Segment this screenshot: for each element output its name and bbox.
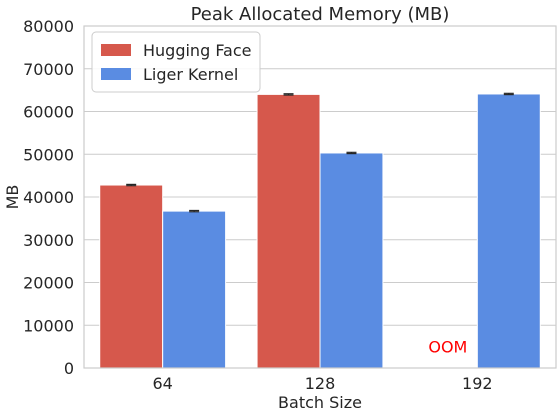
y-tick-label: 30000 xyxy=(23,231,74,250)
bars xyxy=(99,92,541,369)
chart-title: Peak Allocated Memory (MB) xyxy=(191,4,450,25)
legend-box xyxy=(91,31,261,93)
y-tick-label: 70000 xyxy=(23,60,74,79)
y-tick-label: 0 xyxy=(64,359,74,378)
bar-hugging-face-128 xyxy=(256,93,321,369)
y-axis-label: MB xyxy=(3,185,22,210)
x-tick-label: 128 xyxy=(305,374,336,393)
bar-hugging-face-64 xyxy=(99,184,164,369)
legend-label: Liger Kernel xyxy=(143,65,238,84)
oom-annotation: OOM xyxy=(428,338,467,357)
bar-liger-kernel-192 xyxy=(476,93,541,369)
bar-liger-kernel-128 xyxy=(319,152,384,369)
tick-labels: 0 10000 20000 30000 40000 50000 60000 70000 8000… xyxy=(23,17,493,393)
legend-label: Hugging Face xyxy=(143,41,252,60)
plot-frame xyxy=(83,25,557,369)
y-tick-label: 80000 xyxy=(23,17,74,36)
plot-border xyxy=(83,25,557,369)
y-tick-label: 40000 xyxy=(23,188,74,207)
y-tick-label: 10000 xyxy=(23,316,74,335)
legend-swatch xyxy=(101,44,131,56)
x-tick-label: 64 xyxy=(152,374,172,393)
x-tick-label: 192 xyxy=(462,374,493,393)
legend-swatch xyxy=(101,68,131,80)
y-tick-label: 20000 xyxy=(23,274,74,293)
x-axis-label: Batch Size xyxy=(278,393,362,412)
annotations: OOM xyxy=(428,338,467,357)
legend: Hugging Face Liger Kernel xyxy=(91,31,261,93)
y-tick-label: 60000 xyxy=(23,103,74,122)
y-tick-label: 50000 xyxy=(23,145,74,164)
bar-liger-kernel-64 xyxy=(162,210,227,369)
